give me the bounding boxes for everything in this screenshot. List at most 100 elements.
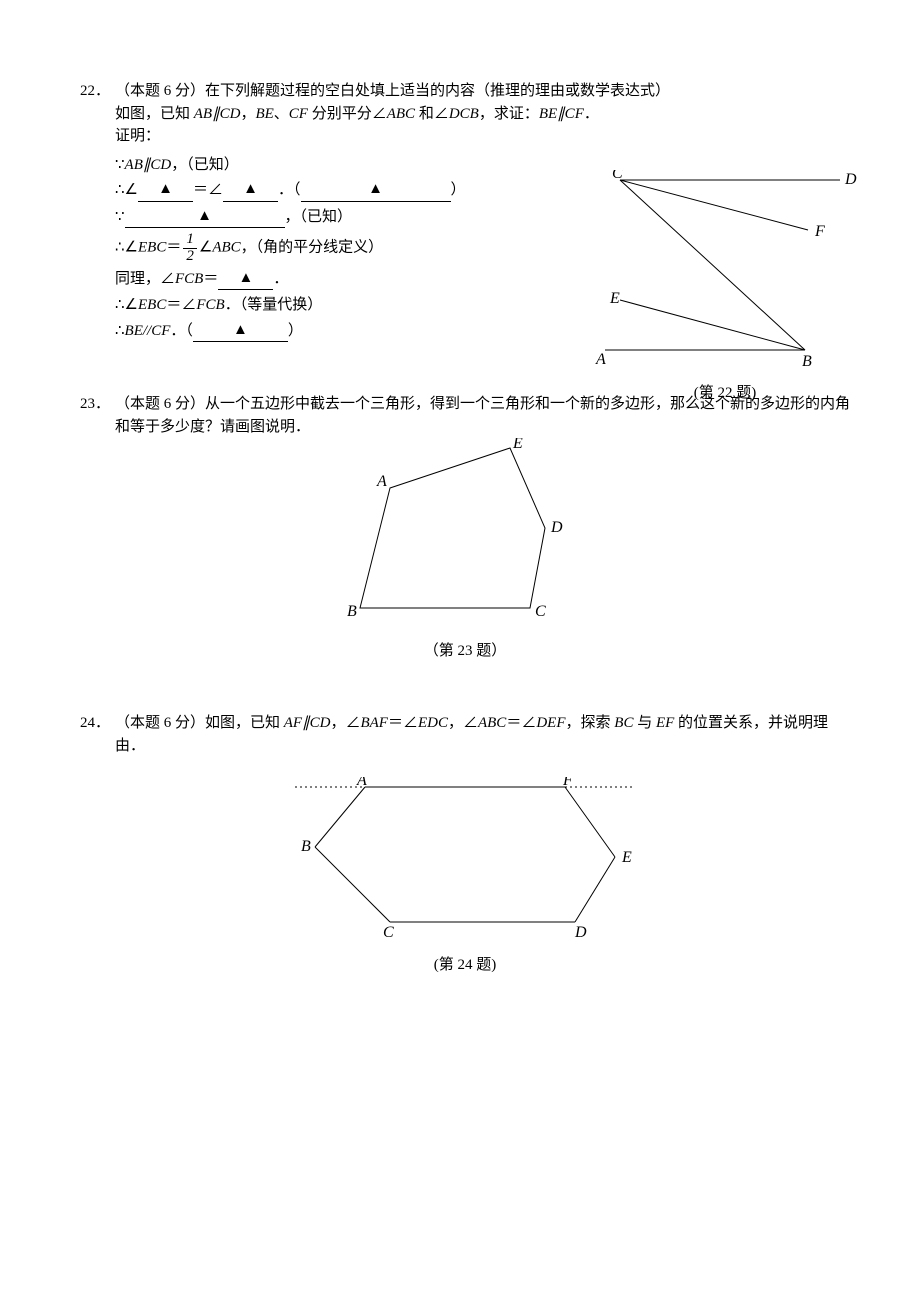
line-BC (315, 847, 390, 922)
pentagon (360, 448, 545, 608)
line-AB (315, 787, 365, 847)
q24-number: 24． (80, 712, 115, 735)
figure-23-caption: （第 23 题） (335, 640, 595, 663)
q24-afcd: AF∥CD (284, 715, 331, 731)
label-F: F (814, 223, 825, 240)
q22-p7open: ．（ (170, 323, 193, 339)
q24-t4: ，∠ (448, 715, 478, 731)
q22-p7be: BE (125, 323, 143, 339)
q22-p5dot: ． (273, 271, 288, 287)
q22-prove: ，求证： (479, 106, 539, 122)
q22-p5eq: ＝ (203, 271, 218, 287)
label-D: D (844, 171, 857, 188)
figure-22-svg: C D F E A B (590, 170, 860, 370)
q23-text: （本题 6 分）从一个五边形中截去一个三角形，得到一个三角形和一个新的多边形，那… (115, 393, 850, 438)
blank-field[interactable]: ▲ (193, 319, 288, 343)
line-EF (565, 787, 615, 857)
q24-t7: 与 (633, 715, 656, 731)
figure-23: A E D C B （第 23 题） (335, 438, 595, 662)
q22-p4a: ∴∠ (115, 240, 138, 256)
q22-p1c: ，（已知） (171, 157, 239, 173)
label-C: C (383, 924, 394, 941)
q22-proof-label: 证明： (115, 125, 850, 148)
fraction-half: 12 (183, 232, 197, 265)
q23-line1: 23． （本题 6 分）从一个五边形中截去一个三角形，得到一个三角形和一个新的多… (80, 393, 850, 438)
label-A: A (595, 351, 606, 368)
q22-t3: 分别平分∠ (308, 106, 387, 122)
problem-24: 24． （本题 6 分）如图，已知 AF∥CD，∠BAF＝∠EDC，∠ABC＝∠… (80, 712, 850, 976)
q22-p5a: 同理，∠ (115, 271, 175, 287)
figure-24: A F B E C D (第 24 题) (285, 777, 645, 976)
q24-line1: 24． （本题 6 分）如图，已知 AF∥CD，∠BAF＝∠EDC，∠ABC＝∠… (80, 712, 850, 757)
q24-t6: ，探索 (566, 715, 615, 731)
blank-field[interactable]: ▲ (138, 178, 193, 202)
q22-sep: 、 (274, 106, 289, 122)
q22-be: BE (255, 106, 273, 122)
problem-22: 22． （本题 6 分）在下列解题过程的空白处填上适当的内容（推理的理由或数学表… (80, 80, 850, 343)
label-B: B (301, 838, 311, 855)
q22-p4ebc: EBC (138, 240, 166, 256)
q24-body: （本题 6 分）如图，已知 AF∥CD，∠BAF＝∠EDC，∠ABC＝∠DEF，… (115, 712, 850, 757)
q24-t2: ，∠ (330, 715, 360, 731)
q22-and: 和∠ (415, 106, 449, 122)
q22-p7close: ） (288, 323, 303, 339)
frac-den: 2 (183, 249, 197, 265)
label-F: F (562, 777, 573, 789)
q22-p6reason: ．（等量代换） (225, 297, 323, 313)
q24-baf: BAF (360, 715, 388, 731)
q22-p6ebc: EBC (138, 297, 166, 313)
q22-line1: 22． （本题 6 分）在下列解题过程的空白处填上适当的内容（推理的理由或数学表… (80, 80, 850, 103)
frac-num: 1 (183, 232, 197, 249)
q22-p3a: ∵ (115, 209, 125, 225)
line-DE (575, 857, 615, 922)
blank-field[interactable]: ▲ (223, 178, 278, 202)
q22-dcb: DCB (449, 106, 479, 122)
q22-abcd: AB∥CD (194, 106, 241, 122)
q22-p1a: ∵ (115, 157, 125, 173)
label-E: E (512, 438, 523, 452)
q22-p2a: ∴∠ (115, 182, 138, 198)
label-A: A (376, 473, 387, 490)
q22-p6a: ∴∠ (115, 297, 138, 313)
q22-p2end: ．（ (278, 182, 301, 198)
label-E: E (621, 849, 632, 866)
label-E: E (609, 290, 620, 307)
q22-p6fcb: FCB (196, 297, 224, 313)
q22-p7par: // (143, 323, 151, 339)
q22-cf: CF (289, 106, 308, 122)
q24-t3: ＝∠ (388, 715, 418, 731)
q22-p4abc: ABC (212, 240, 240, 256)
q22-p6eq: ＝∠ (166, 297, 196, 313)
problem-23: 23． （本题 6 分）从一个五边形中截去一个三角形，得到一个三角形和一个新的多… (80, 393, 850, 662)
q22-p4reason: ，（角的平分线定义） (241, 240, 384, 256)
q22-p1b: AB∥CD (125, 157, 172, 173)
q22-p7cf: CF (151, 323, 170, 339)
q22-line2: 如图，已知 AB∥CD，BE、CF 分别平分∠ABC 和∠DCB，求证：BE∥C… (115, 103, 850, 126)
label-A: A (356, 777, 367, 789)
q24-t1: （本题 6 分）如图，已知 (115, 715, 284, 731)
q22-t2: ， (240, 106, 255, 122)
q24-ef: EF (656, 715, 674, 731)
q22-p4eq: ＝ (166, 240, 181, 256)
label-C: C (612, 170, 623, 182)
q22-becf: BE∥CF (539, 106, 584, 122)
label-B: B (347, 603, 357, 620)
blank-field[interactable]: ▲ (125, 205, 285, 229)
label-C: C (535, 603, 546, 620)
blank-field[interactable]: ▲ (301, 178, 451, 202)
q22-abc: ABC (387, 106, 415, 122)
q22-p5fcb: FCB (175, 271, 203, 287)
figure-23-svg: A E D C B (335, 438, 575, 628)
q22-p4ang: ∠ (199, 240, 212, 256)
blank-field[interactable]: ▲ (218, 267, 273, 291)
q22-number: 22． (80, 80, 115, 103)
q22-intro: （本题 6 分）在下列解题过程的空白处填上适当的内容（推理的理由或数学表达式） (115, 80, 670, 103)
q24-bc: BC (614, 715, 633, 731)
q22-dot: ． (584, 106, 599, 122)
line-CF (620, 180, 808, 230)
q23-number: 23． (80, 393, 115, 416)
q24-t5: ＝∠ (506, 715, 536, 731)
q24-abc: ABC (478, 715, 506, 731)
label-B: B (802, 353, 812, 370)
q24-edc: EDC (418, 715, 448, 731)
